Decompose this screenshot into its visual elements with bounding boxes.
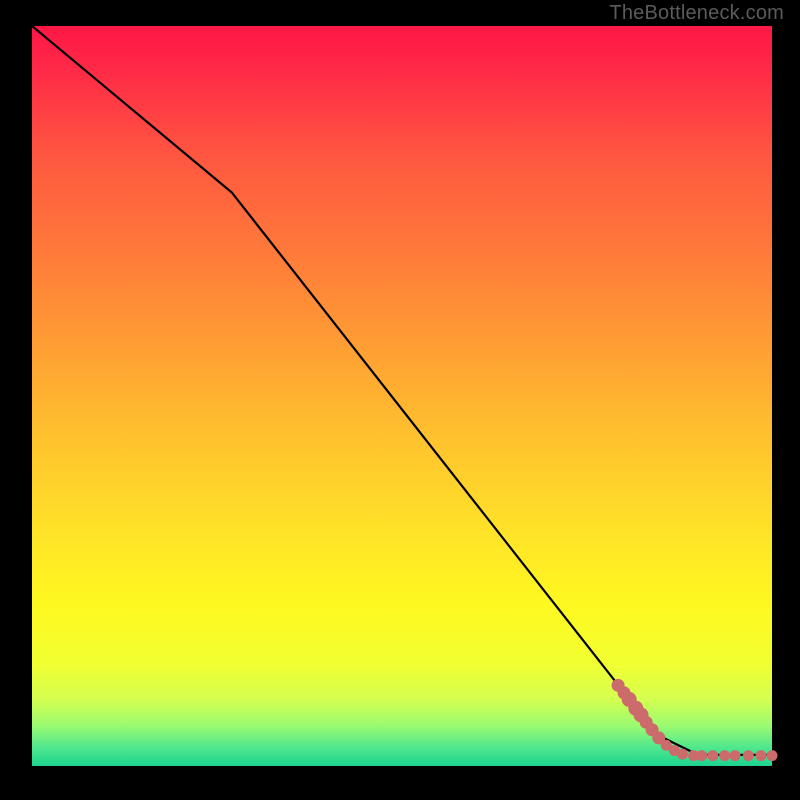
data-marker [743, 751, 753, 761]
chart-stage: TheBottleneck.com [0, 0, 800, 800]
data-marker [730, 751, 740, 761]
data-marker [677, 749, 687, 759]
watermark-text: TheBottleneck.com [609, 2, 784, 25]
data-marker [708, 751, 718, 761]
data-marker [756, 751, 766, 761]
data-marker [720, 751, 730, 761]
data-marker [767, 751, 777, 761]
data-marker [697, 751, 707, 761]
plot-gradient-background [32, 26, 772, 766]
chart-svg [0, 0, 800, 800]
